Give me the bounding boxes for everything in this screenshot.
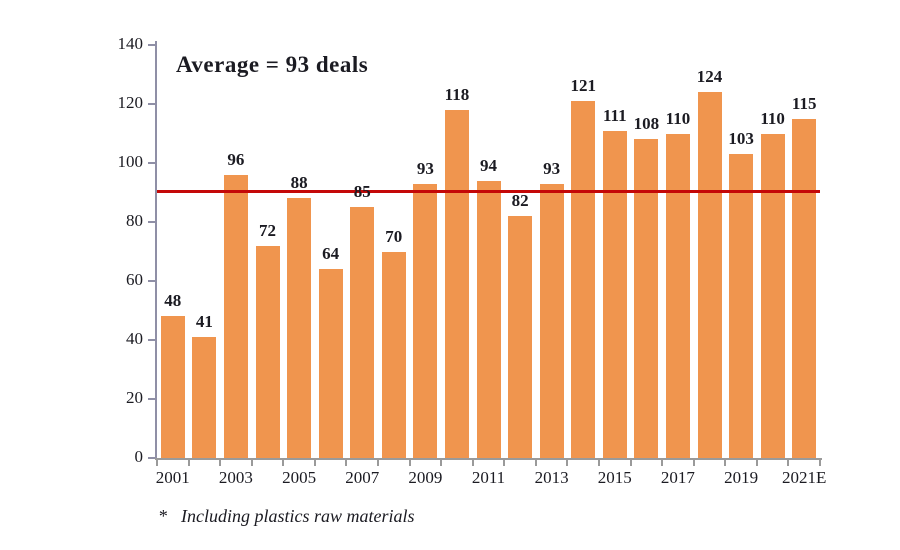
- x-axis-tick: [661, 460, 664, 466]
- bar-value-label: 108: [633, 114, 660, 134]
- x-axis-tick: [187, 460, 190, 466]
- bar-value-label: 124: [696, 67, 723, 87]
- bar: [697, 92, 722, 458]
- x-axis-tick: [282, 460, 285, 466]
- footnote-asterisk: *: [158, 506, 167, 526]
- x-axis-tick: [471, 460, 474, 466]
- x-axis-label: 2005: [282, 468, 317, 487]
- bar: [381, 251, 406, 458]
- x-axis-tick: [787, 460, 790, 466]
- bar: [760, 133, 785, 458]
- footnote-text: Including plastics raw materials: [181, 506, 415, 526]
- x-axis-tick: [440, 460, 443, 466]
- bar: [571, 101, 596, 458]
- x-axis-tick: [219, 460, 222, 466]
- y-axis-tick: [148, 398, 155, 400]
- y-axis-line: [155, 41, 157, 460]
- x-axis-tick: [250, 460, 253, 466]
- bar-value-label: 82: [511, 191, 529, 211]
- bar: [508, 216, 533, 458]
- bar: [792, 118, 817, 458]
- bar-value-label: 103: [728, 129, 754, 149]
- bar-value-label: 110: [760, 108, 785, 128]
- y-axis-tick: [148, 280, 155, 282]
- bar-value-label: 121: [570, 76, 596, 96]
- x-axis-tick: [629, 460, 632, 466]
- x-axis-tick: [598, 460, 600, 466]
- x-axis-tick: [566, 460, 569, 466]
- y-axis-label: 40: [126, 329, 143, 348]
- bar: [444, 109, 469, 458]
- bar: [192, 337, 217, 458]
- y-axis-label: 20: [126, 388, 143, 407]
- x-axis-tick: [503, 460, 506, 466]
- bar: [602, 130, 627, 458]
- bar: [350, 207, 375, 458]
- bar: [287, 198, 312, 458]
- bar-value-label: 115: [791, 93, 817, 113]
- bar: [413, 183, 438, 458]
- y-axis-tick: [148, 44, 155, 46]
- x-axis-label: 2001: [155, 468, 190, 487]
- bar: [539, 183, 564, 458]
- x-axis-tick: [692, 460, 695, 466]
- y-axis-label: 100: [117, 152, 144, 171]
- y-axis-tick: [148, 339, 155, 341]
- x-axis-label: 2021E: [782, 468, 827, 487]
- bar-value-label: 48: [164, 291, 182, 311]
- y-axis-label: 80: [126, 211, 143, 230]
- bar-value-label: 96: [227, 149, 245, 169]
- x-axis-tick: [156, 460, 158, 466]
- x-axis-line: [155, 458, 822, 460]
- bar-value-label: 118: [444, 84, 470, 104]
- bar-value-label: 93: [416, 158, 434, 178]
- x-axis-label: 2015: [597, 468, 632, 487]
- x-axis-tick: [408, 460, 411, 466]
- bar: [318, 269, 343, 458]
- x-axis-tick: [534, 460, 537, 466]
- y-axis-tick: [148, 103, 155, 105]
- y-axis-tick: [148, 221, 155, 223]
- average-annotation: Average = 93 deals: [176, 52, 369, 77]
- y-axis-label: 0: [134, 447, 144, 466]
- x-axis-tick: [724, 460, 727, 466]
- bar: [665, 133, 690, 458]
- bar: [476, 180, 501, 458]
- bar: [255, 245, 280, 458]
- bar-value-label: 88: [290, 173, 308, 193]
- footnote: * Including plastics raw materials: [158, 506, 415, 527]
- x-axis-label: 2003: [218, 468, 253, 487]
- bar: [729, 154, 754, 458]
- bar-value-label: 111: [602, 105, 627, 125]
- bar-value-label: 64: [322, 244, 340, 264]
- bar-value-label: 93: [543, 158, 561, 178]
- x-axis-tick: [819, 460, 821, 466]
- bar-value-label: 72: [259, 220, 276, 240]
- bar: [634, 139, 659, 458]
- x-axis-label: 2013: [534, 468, 569, 487]
- y-axis-label: 140: [117, 34, 144, 53]
- y-axis-tick: [148, 457, 155, 459]
- x-axis-tick: [377, 460, 379, 466]
- average-line: [157, 189, 820, 193]
- x-axis-tick: [345, 460, 348, 466]
- x-axis-label: 2007: [345, 468, 380, 487]
- bar-value-label: 70: [385, 226, 403, 246]
- y-axis-tick: [148, 162, 155, 164]
- y-axis-label: 120: [117, 93, 144, 112]
- x-axis-label: 2017: [660, 468, 695, 487]
- x-axis-label: 2009: [408, 468, 443, 487]
- x-axis-label: 2019: [724, 468, 759, 487]
- x-axis-tick: [313, 460, 316, 466]
- x-axis-tick: [755, 460, 758, 466]
- y-axis-label: 60: [126, 270, 143, 289]
- bar: [223, 174, 248, 458]
- x-axis-label: 2011: [471, 468, 506, 487]
- bar-value-label: 94: [480, 155, 497, 175]
- bar-value-label: 110: [665, 108, 691, 128]
- bar-value-label: 41: [195, 312, 213, 332]
- bar-value-label: 85: [353, 182, 371, 202]
- bar: [160, 316, 185, 458]
